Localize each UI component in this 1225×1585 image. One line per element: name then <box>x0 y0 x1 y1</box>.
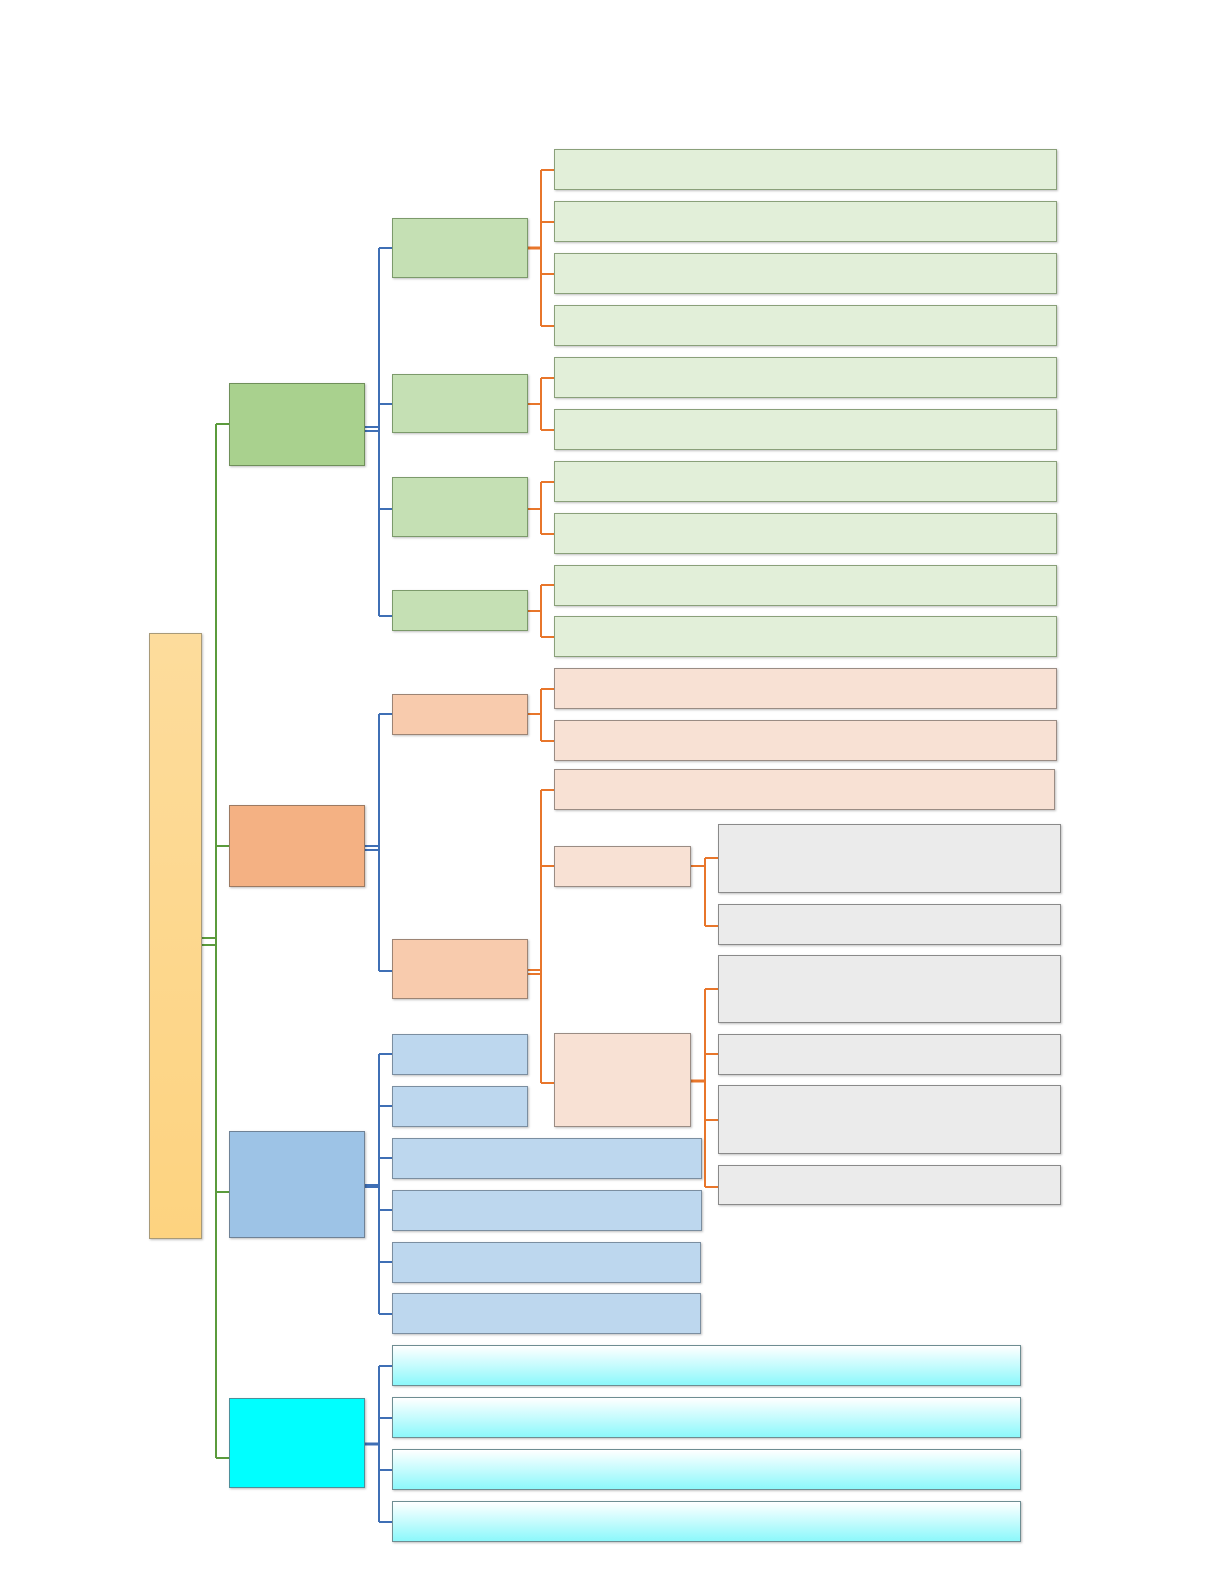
orange-leaf-3 <box>554 769 1055 810</box>
orange-branch-node <box>229 805 365 887</box>
cyan-branch-node <box>229 1398 365 1488</box>
gray-leaf-6 <box>718 1165 1061 1205</box>
gray-leaf-1 <box>718 824 1061 893</box>
blue-subnode-3 <box>392 1138 702 1179</box>
green-subnode-3 <box>392 477 528 537</box>
green-leaf-7 <box>554 461 1057 502</box>
green-leaf-6 <box>554 409 1057 450</box>
orange-subnode-4 <box>554 1033 691 1127</box>
green-leaf-2 <box>554 201 1057 242</box>
blue-subnode-6 <box>392 1293 701 1334</box>
root-node <box>149 633 202 1239</box>
green-leaf-4 <box>554 305 1057 346</box>
green-leaf-5 <box>554 357 1057 398</box>
orange-leaf-1 <box>554 668 1057 709</box>
green-leaf-8 <box>554 513 1057 554</box>
green-subnode-2 <box>392 374 528 433</box>
green-leaf-10 <box>554 616 1057 657</box>
blue-subnode-5 <box>392 1242 701 1283</box>
blue-subnode-2 <box>392 1086 528 1127</box>
orange-subnode-1 <box>392 694 528 735</box>
orange-subnode-3 <box>554 846 691 887</box>
green-subnode-1 <box>392 218 528 278</box>
cyan-subnode-2 <box>392 1397 1021 1438</box>
cyan-subnode-3 <box>392 1449 1021 1490</box>
green-leaf-3 <box>554 253 1057 294</box>
cyan-subnode-1 <box>392 1345 1021 1386</box>
green-branch-node <box>229 383 365 466</box>
gray-leaf-4 <box>718 1034 1061 1075</box>
green-leaf-1 <box>554 149 1057 190</box>
gray-leaf-5 <box>718 1085 1061 1154</box>
gray-leaf-2 <box>718 904 1061 945</box>
cyan-subnode-4 <box>392 1501 1021 1542</box>
orange-subnode-2 <box>392 939 528 999</box>
blue-subnode-1 <box>392 1034 528 1075</box>
gray-leaf-3 <box>718 955 1061 1023</box>
blue-subnode-4 <box>392 1190 702 1231</box>
green-leaf-9 <box>554 565 1057 606</box>
green-subnode-4 <box>392 590 528 631</box>
blue-branch-node <box>229 1131 365 1238</box>
orange-leaf-2 <box>554 720 1057 761</box>
